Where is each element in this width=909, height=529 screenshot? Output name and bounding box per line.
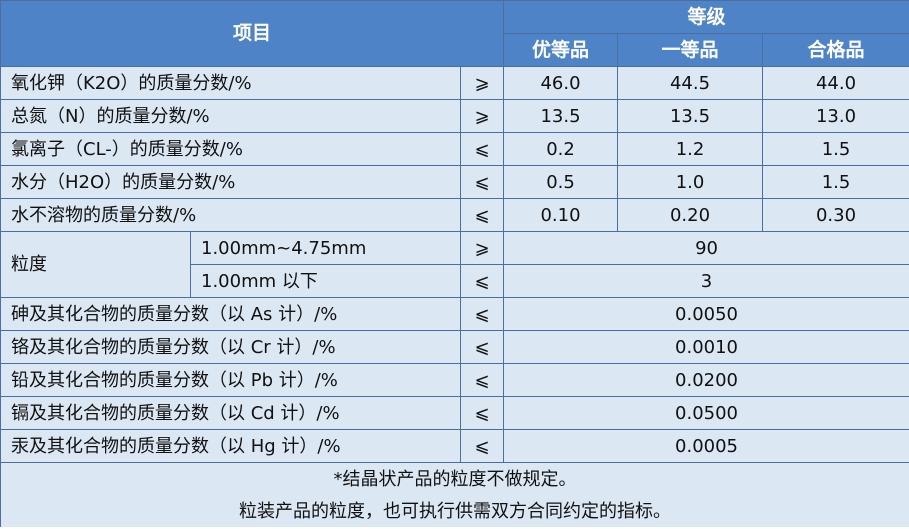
sign: ⩾ [459,231,505,265]
row-label: 铬及其化合物的质量分数（以 Cr 计）/% [0,330,461,364]
cell-value: 0.20 [617,198,764,232]
cell-value: 0.2 [503,132,619,166]
cell-value: 0.10 [503,198,619,232]
table-row: 氯离子（CL-）的质量分数/% ⩽ 0.2 1.2 1.5 [0,132,909,166]
table-row: 总氮（N）的质量分数/% ⩾ 13.5 13.5 13.0 [0,99,909,133]
grade-name: 合格品 [762,33,909,67]
row-label: 粒度 [0,231,191,298]
cell-value: 3 [503,264,909,298]
cell-value: 0.0005 [503,429,909,463]
sign: ⩽ [459,396,505,430]
row-label: 镉及其化合物的质量分数（以 Cd 计）/% [0,396,461,430]
table-row: *结晶状产品的粒度不做规定。 [0,462,909,495]
row-label: 水分（H2O）的质量分数/% [0,165,461,199]
table-row: 砷及其化合物的质量分数（以 As 计）/% ⩽ 0.0050 [0,297,909,331]
cell-value: 90 [503,231,909,265]
cell-value: 44.0 [762,66,909,100]
table-row: 水分（H2O）的质量分数/% ⩽ 0.5 1.0 1.5 [0,165,909,199]
cell-value: 0.0050 [503,297,909,331]
cell-value: 13.0 [762,99,909,133]
row-label: 总氮（N）的质量分数/% [0,99,461,133]
row-label: 氯离子（CL-）的质量分数/% [0,132,461,166]
note: 粒装产品的粒度，也可执行供需双方合同约定的指标。 [0,495,909,527]
cell-value: 0.0500 [503,396,909,430]
header-grade: 等级 [503,0,909,34]
table-row: 铅及其化合物的质量分数（以 Pb 计）/% ⩽ 0.0200 [0,363,909,397]
sign: ⩽ [459,198,505,232]
sign: ⩽ [459,132,505,166]
table-row: 粒度 1.00mm~4.75mm ⩾ 90 [0,231,909,298]
table-row: 水不溶物的质量分数/% ⩽ 0.10 0.20 0.30 [0,198,909,232]
cell-value: 46.0 [503,66,619,100]
cell-value: 13.5 [503,99,619,133]
table-row: 氧化钾（K2O）的质量分数/% ⩾ 46.0 44.5 44.0 [0,66,909,100]
sign: ⩽ [459,264,505,298]
cell-value: 0.30 [762,198,909,232]
sub-label: 1.00mm 以下 [190,264,461,298]
note: *结晶状产品的粒度不做规定。 [0,462,909,495]
cell-value: 0.5 [503,165,619,199]
sign: ⩽ [459,429,505,463]
cell-value: 1.2 [617,132,764,166]
sign: ⩽ [459,297,505,331]
table-row: 1.00mm 以下 ⩽ 3 [1,264,909,298]
row-label: 铅及其化合物的质量分数（以 Pb 计）/% [0,363,461,397]
cell-value: 1.0 [617,165,764,199]
cell-value: 44.5 [617,66,764,100]
sign: ⩾ [459,99,505,133]
table-row: 汞及其化合物的质量分数（以 Hg 计）/% ⩽ 0.0005 [0,429,909,463]
grade-name: 一等品 [617,33,764,67]
cell-value: 0.0010 [503,330,909,364]
grade-name: 优等品 [503,33,619,67]
cell-value: 1.5 [762,132,909,166]
sub-label: 1.00mm~4.75mm [190,231,461,265]
sign: ⩽ [459,165,505,199]
row-label: 汞及其化合物的质量分数（以 Hg 计）/% [0,429,461,463]
row-label: 砷及其化合物的质量分数（以 As 计）/% [0,297,461,331]
sign: ⩽ [459,363,505,397]
cell-value: 0.0200 [503,363,909,397]
table-body: 氧化钾（K2O）的质量分数/% ⩾ 46.0 44.5 44.0 总氮（N）的质量分数/%… [0,66,909,527]
row-label: 水不溶物的质量分数/% [0,198,461,232]
cell-value: 1.5 [762,165,909,199]
sign: ⩽ [459,330,505,364]
table-row: 粒装产品的粒度，也可执行供需双方合同约定的指标。 [0,495,909,527]
sign: ⩾ [459,66,505,100]
table-row: 铬及其化合物的质量分数（以 Cr 计）/% ⩽ 0.0010 [0,330,909,364]
table-row: 镉及其化合物的质量分数（以 Cd 计）/% ⩽ 0.0500 [0,396,909,430]
row-label: 氧化钾（K2O）的质量分数/% [0,66,461,100]
header-item: 项目 [0,0,505,67]
cell-value: 13.5 [617,99,764,133]
